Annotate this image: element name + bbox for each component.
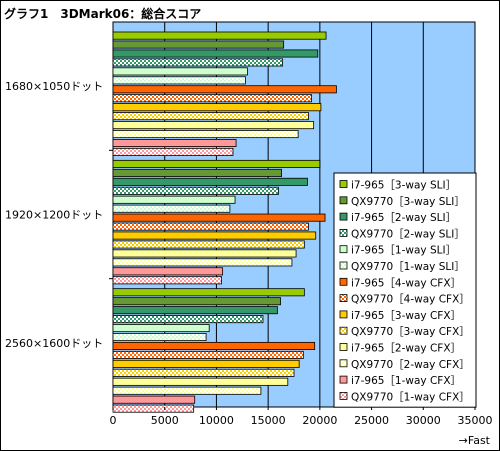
x-tick-label: 5000 — [151, 414, 179, 427]
bar — [112, 147, 234, 156]
legend-swatch — [339, 343, 348, 351]
x-tick-label: 25000 — [354, 414, 389, 427]
bar — [112, 195, 236, 204]
x-tick-label: 10000 — [199, 414, 234, 427]
legend-label: QX9770［4-way CFX］ — [351, 294, 470, 306]
bar — [112, 350, 304, 359]
legend-swatch — [339, 326, 348, 335]
legend-label: i7-965［2-way CFX］ — [351, 343, 461, 355]
legend-label: QX9770［1-way CFX］ — [351, 391, 470, 403]
legend-swatch — [339, 375, 348, 384]
bar — [112, 58, 284, 67]
legend-label: QX9770［1-way SLI］ — [351, 261, 465, 273]
bar — [112, 138, 237, 147]
legend-label: i7-965［3-way SLI］ — [351, 180, 456, 192]
bar — [112, 186, 279, 195]
bar — [112, 395, 196, 404]
bar — [112, 85, 337, 94]
chart-title: グラフ1 3DMark06：総合スコア — [4, 7, 202, 21]
bar — [112, 386, 262, 395]
bar — [112, 112, 309, 121]
bar — [112, 288, 305, 297]
category-label: 1680×1050ドット — [5, 80, 103, 93]
x-unit-label: →Fast — [459, 434, 491, 447]
legend-label: i7-965［4-way CFX］ — [351, 277, 461, 289]
x-tick-label: 30000 — [406, 414, 441, 427]
legend-box — [333, 172, 477, 408]
x-tick-label: 20000 — [302, 414, 337, 427]
bar — [112, 276, 222, 285]
legend-label: i7-965［2-way SLI］ — [351, 212, 456, 224]
bar — [112, 249, 297, 258]
bar — [112, 267, 224, 276]
bar — [112, 333, 207, 342]
legend-swatch — [339, 359, 348, 368]
legend-swatch — [339, 391, 348, 400]
bar — [112, 359, 300, 368]
legend-label: QX9770［3-way CFX］ — [351, 326, 470, 338]
bar — [112, 103, 322, 112]
bar — [112, 231, 317, 240]
category-label: 1920×1200ドット — [5, 209, 103, 222]
bar — [112, 341, 316, 350]
bar — [112, 213, 326, 222]
bar — [112, 159, 321, 168]
legend-swatch — [339, 310, 348, 319]
bar — [112, 324, 210, 333]
legend-label: i7-965［1-way CFX］ — [351, 375, 461, 387]
legend-swatch — [339, 228, 348, 237]
legend-swatch — [339, 180, 348, 188]
bar — [112, 130, 299, 139]
legend-swatch — [339, 261, 348, 270]
bar — [112, 67, 248, 76]
x-tick-label: 15000 — [251, 414, 286, 427]
bar — [112, 377, 289, 386]
bar — [112, 204, 231, 213]
x-tick-label: 35000 — [458, 414, 493, 427]
legend-label: i7-965［3-way CFX］ — [351, 310, 461, 322]
bar — [112, 31, 327, 40]
bar — [112, 404, 195, 413]
bar — [112, 240, 305, 249]
bar — [112, 76, 246, 85]
bar — [112, 177, 308, 186]
bar — [112, 297, 281, 306]
bar — [112, 368, 295, 377]
legend-swatch — [339, 277, 348, 286]
legend-swatch — [339, 196, 348, 205]
bar — [112, 40, 285, 49]
legend-label: QX9770［2-way SLI］ — [351, 228, 465, 240]
bar — [112, 121, 315, 130]
bar — [112, 315, 264, 324]
bar — [112, 168, 282, 177]
bar — [112, 306, 278, 315]
legend-swatch — [339, 294, 348, 303]
x-tick-label: 0 — [110, 414, 117, 427]
category-label: 2560×1600ドット — [5, 337, 103, 350]
legend-label: QX9770［3-way SLI］ — [351, 196, 465, 208]
legend-label: i7-965［1-way SLI］ — [351, 245, 456, 257]
bar — [112, 49, 319, 58]
bar — [112, 258, 293, 267]
bar — [112, 222, 309, 231]
legend-label: QX9770［2-way CFX］ — [351, 359, 470, 371]
bar — [112, 94, 312, 103]
legend-swatch — [339, 212, 348, 221]
legend-swatch — [339, 245, 348, 254]
